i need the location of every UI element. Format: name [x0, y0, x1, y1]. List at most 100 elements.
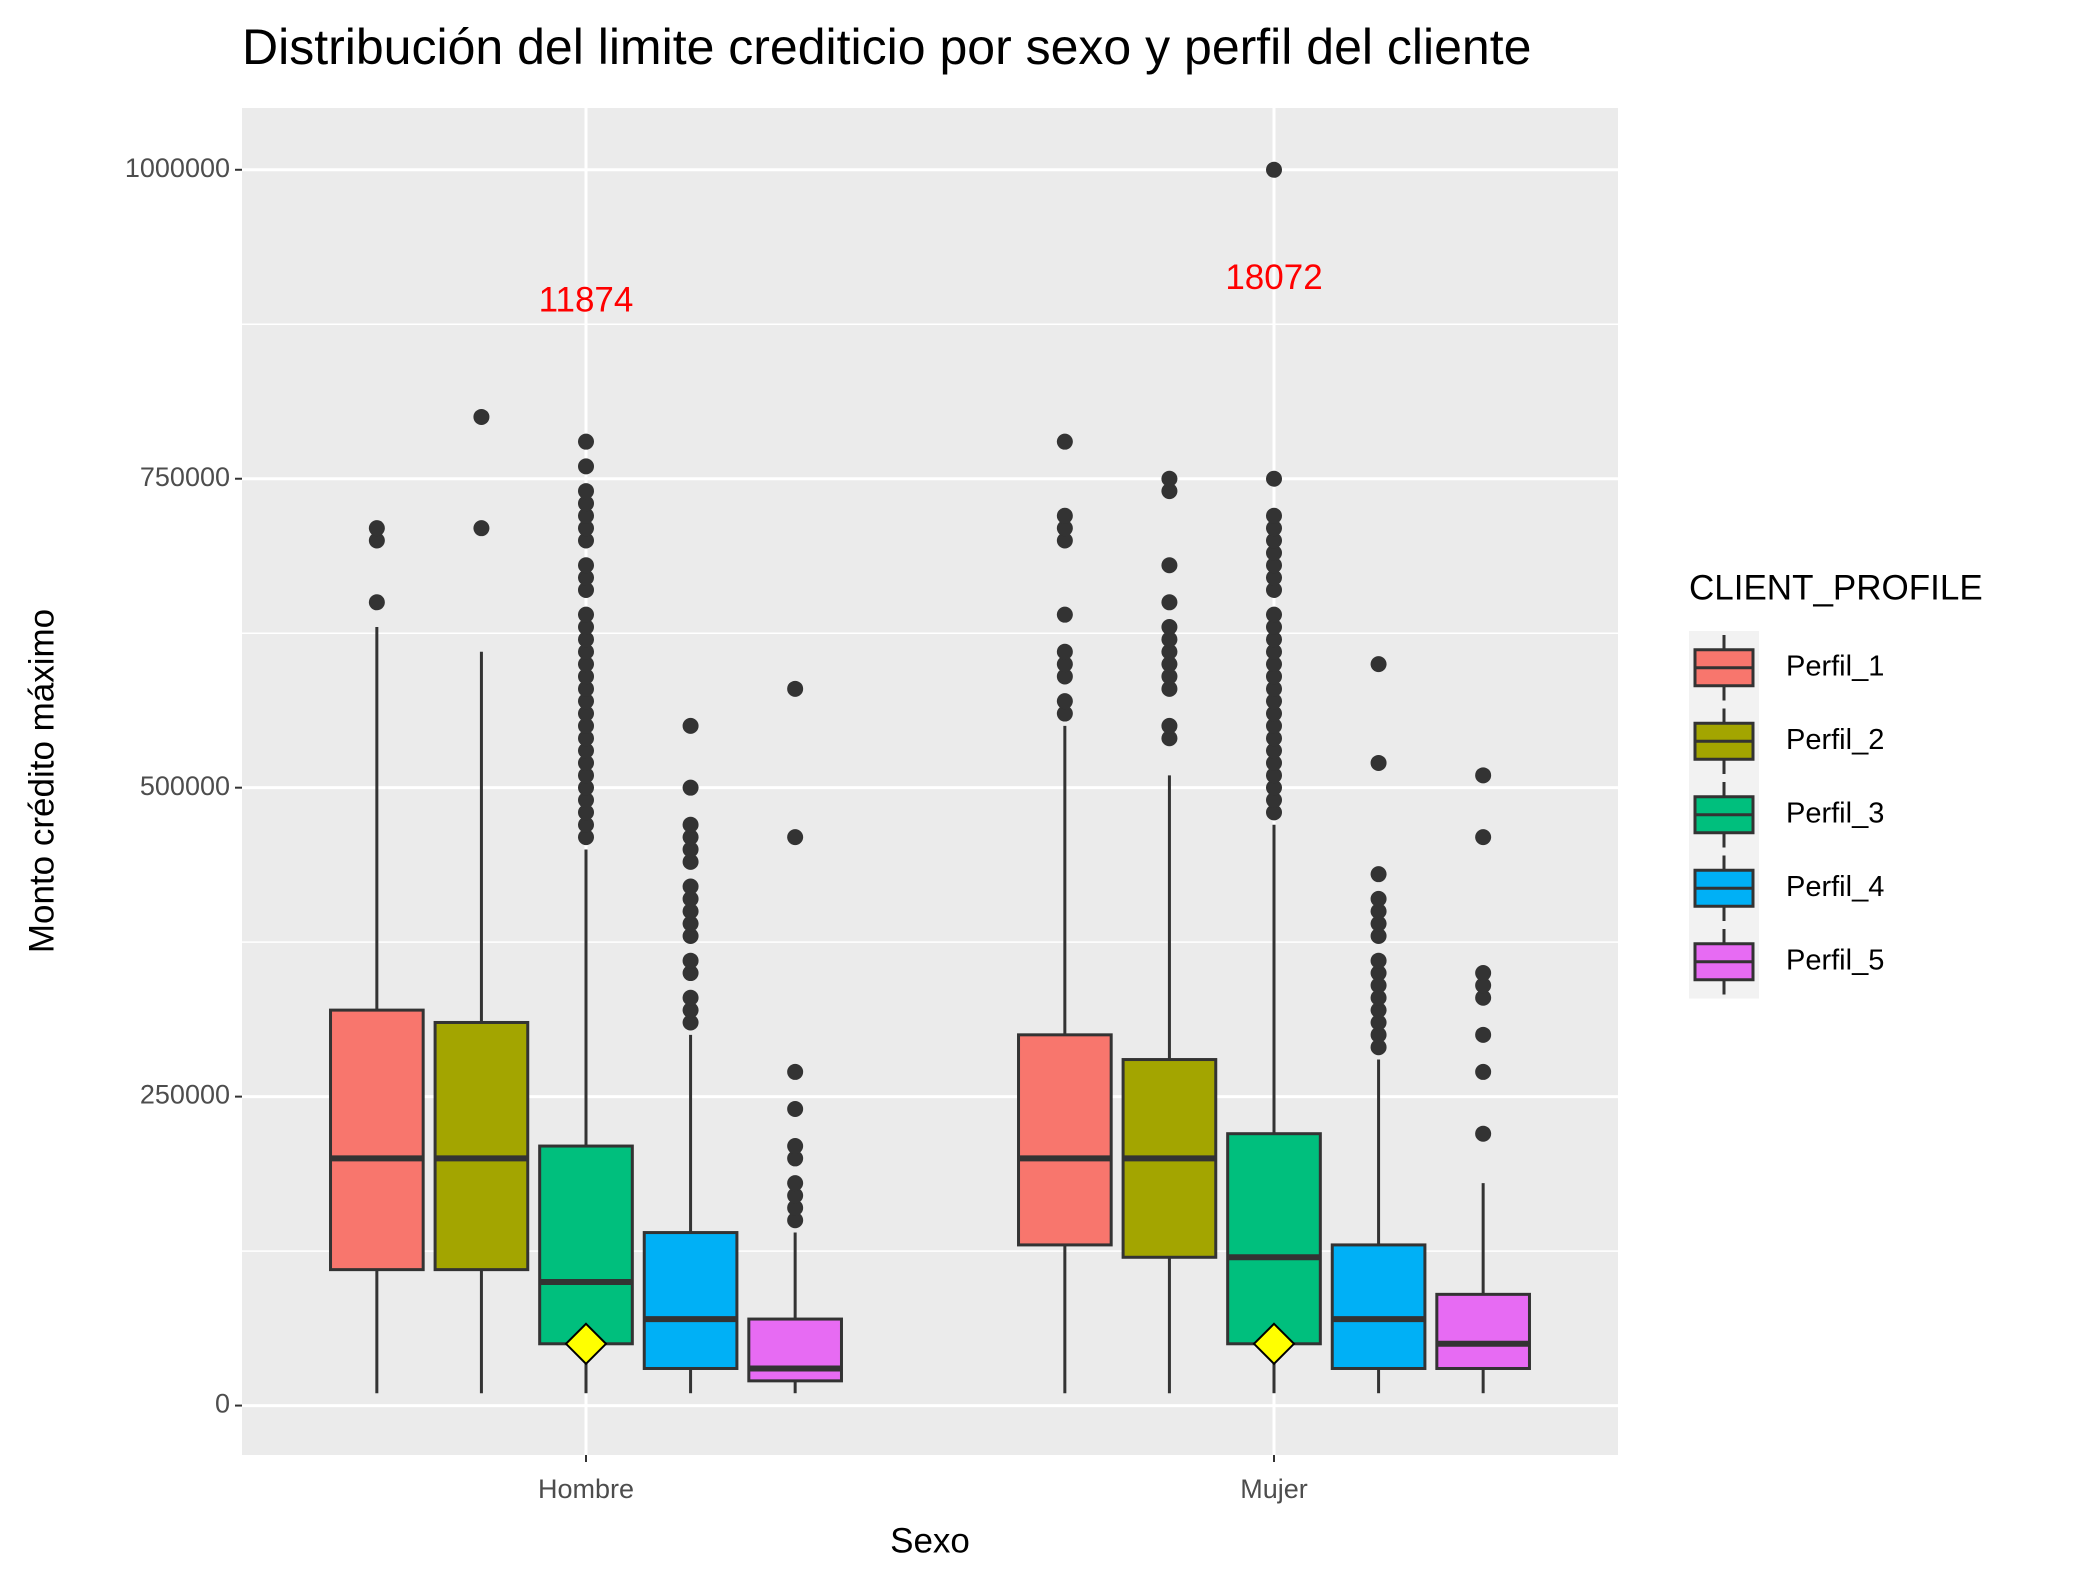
outlier [787, 1187, 804, 1204]
outlier [473, 408, 490, 425]
outlier [1266, 581, 1282, 598]
outlier [1370, 952, 1387, 969]
annotation: 11874 [539, 280, 634, 319]
outlier [787, 1063, 804, 1080]
y-tick-label: 750000 [140, 462, 230, 492]
outlier [368, 532, 385, 549]
outlier [1161, 717, 1178, 734]
outlier [1370, 866, 1387, 883]
outlier [682, 952, 699, 969]
outlier [1161, 680, 1178, 697]
outlier [1475, 829, 1492, 846]
outlier [1266, 569, 1282, 586]
outlier [578, 792, 594, 809]
outlier [1370, 1039, 1387, 1056]
outlier [578, 693, 594, 710]
y-axis-title: Monto crédito máximo [22, 609, 61, 953]
outlier [578, 458, 594, 475]
outlier [1370, 927, 1387, 944]
outlier [1266, 557, 1282, 574]
outlier [1266, 742, 1282, 759]
outlier [1161, 594, 1178, 611]
outlier [1266, 631, 1282, 648]
outlier [787, 1150, 804, 1167]
outlier [578, 767, 594, 784]
outlier [1161, 668, 1178, 685]
outlier [578, 829, 594, 846]
legend-label: Perfil_1 [1786, 650, 1884, 682]
outlier [1056, 532, 1073, 549]
legend-label: Perfil_5 [1786, 944, 1884, 976]
outlier [1266, 470, 1282, 487]
chart-title: Distribución del limite crediticio por s… [242, 19, 1531, 75]
outlier [1056, 606, 1073, 623]
outlier [578, 779, 594, 796]
outlier [1266, 619, 1282, 636]
outlier [578, 569, 594, 586]
legend-label: Perfil_4 [1786, 871, 1884, 903]
outlier [1266, 767, 1282, 784]
outlier [682, 878, 699, 895]
outlier [1161, 470, 1178, 487]
outlier [1266, 717, 1282, 734]
box [747, 1317, 843, 1383]
outlier [787, 1199, 804, 1216]
outlier [1161, 557, 1178, 574]
x-tick-label: Mujer [1240, 1474, 1308, 1504]
outlier [1370, 977, 1387, 994]
outlier [368, 520, 385, 537]
outlier [1266, 544, 1282, 561]
box [1017, 1033, 1113, 1247]
box [538, 1144, 634, 1346]
box [642, 1231, 739, 1370]
outlier [1161, 619, 1178, 636]
outlier [1266, 693, 1282, 710]
outlier [1161, 483, 1178, 500]
outlier [682, 890, 699, 907]
outlier [1370, 965, 1387, 982]
outlier [1475, 767, 1492, 784]
outlier [1266, 754, 1282, 771]
outlier [578, 507, 594, 524]
outlier [578, 495, 594, 512]
outlier [1161, 656, 1178, 673]
outlier [1266, 730, 1282, 747]
outlier [1370, 754, 1387, 771]
outlier [1266, 507, 1282, 524]
outlier [787, 829, 804, 846]
outlier [787, 680, 804, 697]
outlier [682, 1014, 699, 1031]
box [1226, 1132, 1322, 1346]
outlier [1056, 693, 1073, 710]
y-tick-label: 0 [215, 1389, 230, 1419]
box [433, 1020, 530, 1272]
outlier [578, 816, 594, 833]
outlier [1370, 915, 1387, 932]
outlier [578, 433, 594, 450]
outlier [1056, 643, 1073, 660]
outlier [787, 1175, 804, 1192]
outlier [578, 804, 594, 821]
outlier [1056, 705, 1073, 722]
outlier [473, 520, 490, 537]
outlier [1056, 520, 1073, 537]
box [1330, 1243, 1427, 1370]
outlier [578, 520, 594, 537]
y-tick-label: 1000000 [125, 153, 230, 183]
outlier [787, 1138, 804, 1155]
outlier [1370, 890, 1387, 907]
box [1435, 1292, 1531, 1370]
outlier [1056, 668, 1073, 685]
outlier [787, 1100, 804, 1117]
outlier [578, 581, 594, 598]
mean-marker [564, 1322, 608, 1366]
mean-marker [1252, 1322, 1296, 1366]
outlier [1266, 656, 1282, 673]
outlier [1266, 779, 1282, 796]
legend-title: CLIENT_PROFILE [1689, 568, 1983, 607]
outlier [1266, 705, 1282, 722]
outlier [1475, 977, 1492, 994]
outlier [682, 829, 699, 846]
outlier [682, 915, 699, 932]
outlier [1161, 631, 1178, 648]
